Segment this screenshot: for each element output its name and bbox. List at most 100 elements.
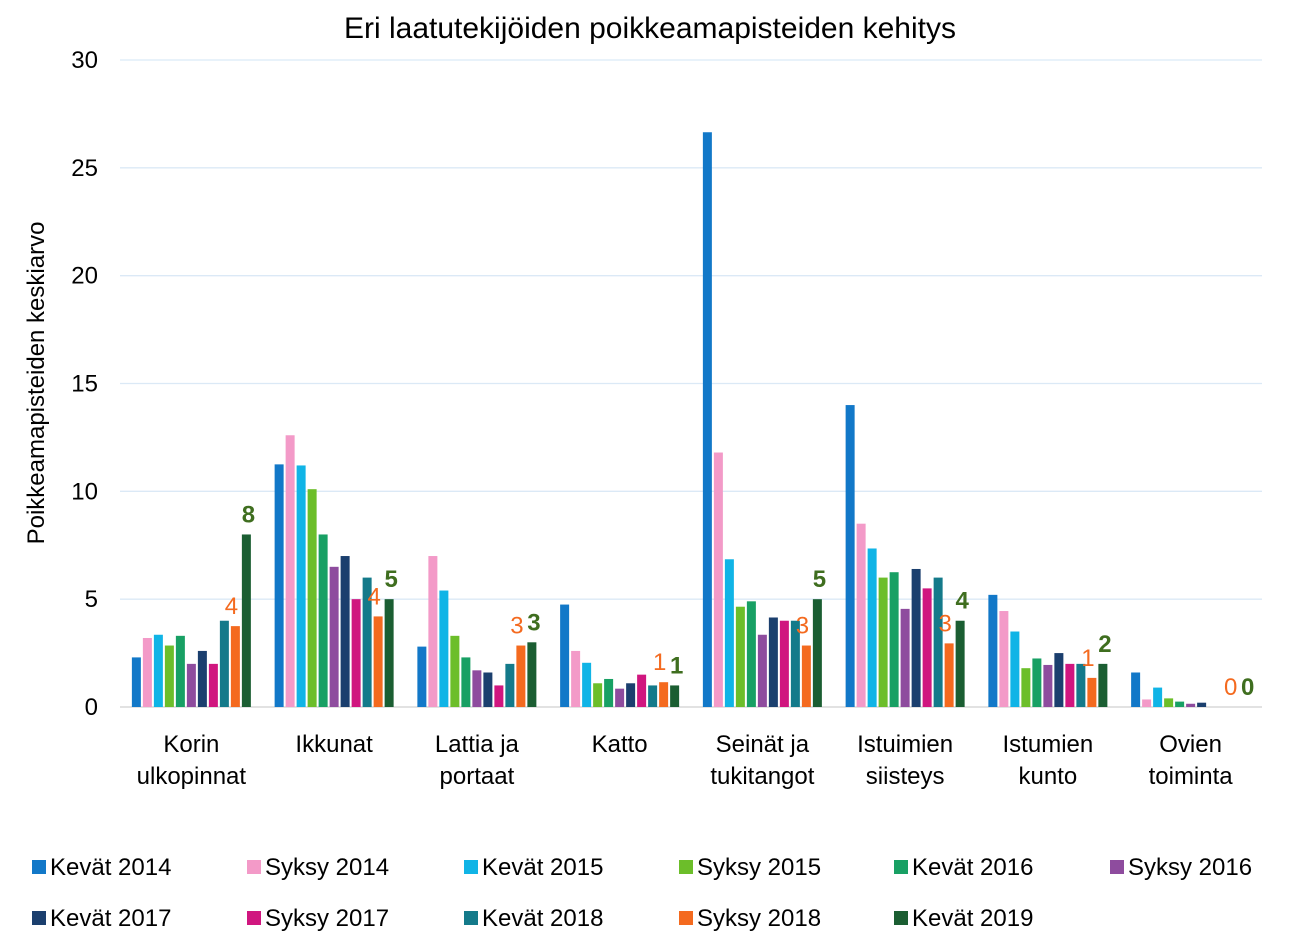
bar [757,634,767,707]
bar [999,611,1009,707]
bar [285,435,295,707]
data-label: 0 [1241,674,1254,701]
legend-swatch [464,911,478,925]
bar [790,620,800,707]
bar [1032,658,1042,707]
bar [1087,677,1097,707]
bar [274,464,284,707]
x-tick-label-line: Ikkunat [295,731,373,758]
legend-label: Kevät 2016 [912,854,1033,881]
x-tick-label-line: ulkopinnat [137,763,247,790]
bar [494,685,504,707]
legend-label: Syksy 2018 [697,905,821,932]
legend-label: Kevät 2014 [50,854,171,881]
data-label: 1 [653,649,666,676]
bar [593,683,603,707]
bar [516,645,526,707]
bar [296,465,306,707]
x-tick-label-line: Ovien [1159,731,1222,758]
chart-title: Eri laatutekijöiden poikkeamapisteiden k… [344,12,956,45]
data-label: 1 [670,652,683,679]
bar [505,663,515,707]
y-tick-label: 5 [85,586,98,613]
bar [779,620,789,707]
bar [768,617,778,707]
x-tick-label: Katto [592,731,648,758]
bar [724,559,734,707]
bar [746,601,756,707]
data-label: 1 [1081,645,1094,672]
bar [637,674,647,707]
x-tick-label: Ovien toiminta [1149,731,1234,790]
bar [626,683,636,707]
legend-swatch [247,911,261,925]
bar [889,572,899,707]
legend-label: Kevät 2019 [912,905,1033,932]
bar [1098,663,1108,707]
bar [911,568,921,707]
legend-label: Kevät 2015 [482,854,603,881]
bar [1131,672,1141,707]
x-tick-label-line: tukitangot [710,763,814,790]
x-tick-label-line: Istumien [1003,731,1094,758]
bar [1065,663,1075,707]
bar [900,608,910,707]
x-tick-label-line: Lattia ja [435,731,520,758]
legend-label: Syksy 2016 [1128,854,1252,881]
y-axis-title: Poikkeamapisteiden keskiarvo [23,222,50,545]
bar [878,577,888,707]
data-label: 3 [510,613,523,640]
bar [1010,631,1020,707]
bar [307,489,317,707]
bar [230,626,240,707]
data-label: 0 [1224,674,1237,701]
x-tick-label: Istuimien siisteys [857,731,953,790]
bar [988,594,998,707]
data-label: 3 [796,613,809,640]
bar [867,548,877,707]
bar [450,635,460,707]
bar [955,620,965,707]
legend-label: Syksy 2015 [697,854,821,881]
bar [417,646,427,707]
data-label: 4 [367,583,380,610]
data-label: 8 [242,501,255,528]
y-tick-label: 20 [71,263,98,290]
bar [1142,699,1152,707]
data-label: 5 [384,566,397,593]
x-tick-label-line: Katto [592,731,648,758]
legend-label: Kevät 2017 [50,905,171,932]
y-tick-label: 15 [71,371,98,398]
bar [713,452,723,707]
bar [1076,663,1086,707]
bar [571,650,581,707]
bar [197,650,207,707]
bar [351,599,361,707]
x-tick-label: Seinät ja tukitangot [710,731,814,790]
legend-label: Syksy 2014 [265,854,389,881]
bar [186,663,196,707]
bar [439,590,449,707]
x-tick-label-line: Seinät ja [716,731,810,758]
y-tick-label: 10 [71,478,98,505]
legend-swatch [464,860,478,874]
bar [428,556,438,707]
bar [219,620,229,707]
bar [483,672,493,707]
x-tick-label: Istumien kunto [1003,731,1094,790]
x-tick-label-line: Korin [163,731,219,758]
x-tick-label: Korin ulkopinnat [137,731,247,790]
bar [1164,698,1174,707]
x-tick-label-line: kunto [1019,763,1078,790]
bar [527,642,537,707]
bar [329,566,339,707]
legend-swatch [32,860,46,874]
legend-swatch [679,860,693,874]
bar [615,688,625,707]
legend-swatch [894,860,908,874]
bar [153,634,163,707]
bar [373,616,383,707]
bar [1197,702,1207,707]
legend-label: Syksy 2017 [265,905,389,932]
